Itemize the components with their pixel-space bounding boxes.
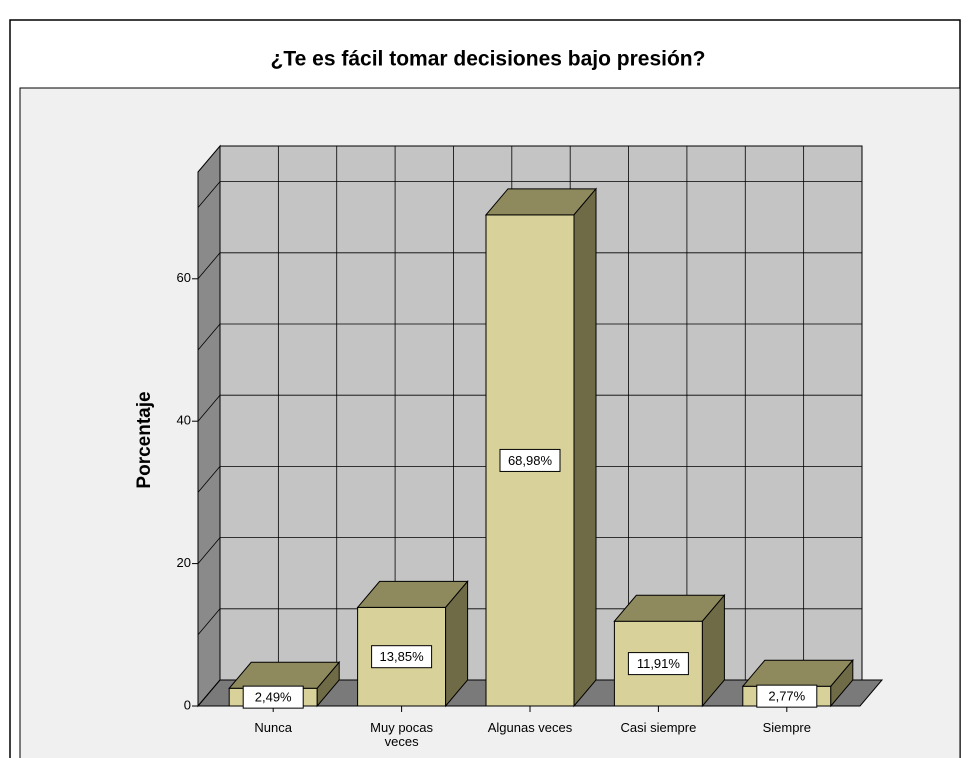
value-label: 11,91% — [637, 656, 681, 671]
value-label: 68,98% — [508, 453, 553, 468]
value-label-box — [371, 645, 433, 669]
side-grid-line — [197, 608, 221, 636]
x-tick-label: Muy pocas veces — [370, 720, 434, 749]
value-label-box — [627, 652, 689, 676]
x-tick-label: Siempre — [762, 720, 811, 735]
side-grid-line — [197, 537, 221, 564]
side-grid-line — [197, 679, 221, 707]
side-grid-line — [197, 394, 221, 422]
value-label: 13,85% — [380, 649, 425, 664]
bar-side — [573, 187, 597, 708]
value-label-box — [242, 685, 304, 709]
bar-side — [830, 658, 854, 708]
bar-side — [445, 580, 469, 708]
y-tick-label: 0 — [184, 697, 191, 712]
bar-side — [701, 593, 725, 708]
y-tick-label: 40 — [177, 413, 191, 428]
y-tick-label: 20 — [177, 555, 191, 570]
side-grid-line — [197, 466, 221, 493]
x-tick-label: Casi siempre — [620, 720, 697, 735]
value-label: 2,77% — [768, 689, 805, 704]
value-label: 2,49% — [255, 690, 292, 705]
y-axis-label: Porcentaje — [134, 391, 155, 488]
side-grid-line — [197, 181, 221, 208]
side-grid-line — [197, 252, 221, 280]
x-tick-label: Nunca — [254, 720, 292, 735]
chart-title: ¿Te es fácil tomar decisiones bajo presi… — [271, 48, 706, 71]
side-grid-line — [197, 323, 221, 351]
x-tick-label: Algunas veces — [487, 720, 573, 735]
bar-side — [316, 660, 340, 708]
value-label-box — [756, 684, 818, 708]
y-tick-label: 60 — [177, 270, 191, 285]
value-label-box — [499, 448, 561, 472]
